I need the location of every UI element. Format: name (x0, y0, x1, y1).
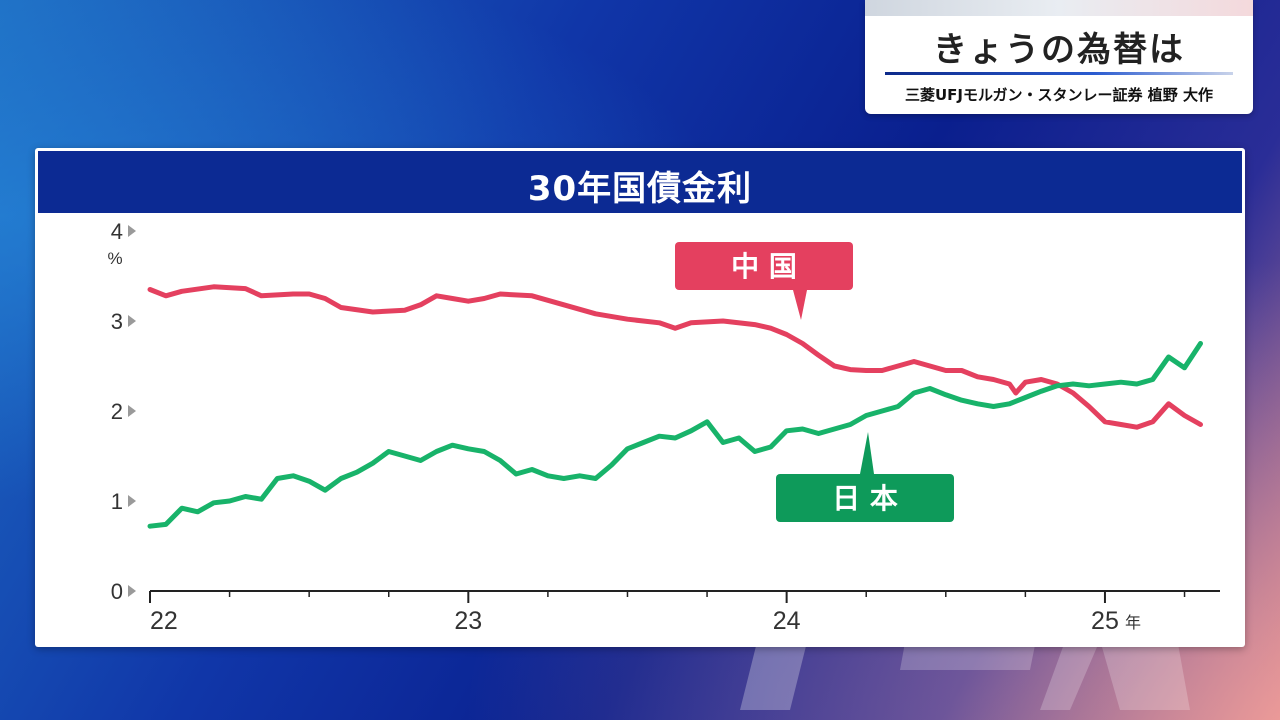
caption-topbar (865, 0, 1253, 16)
y-axis-unit: % (107, 249, 122, 268)
chart-panel: 0 1 2 3 4% 22 23 24 25 年中 国日 本 30年国債金利 (35, 148, 1245, 647)
y-tick-label: 3 (111, 309, 123, 334)
china-label-text: 中 国 (731, 250, 797, 283)
program-caption: きょうの為替は 三菱UFJモルガン・スタンレー証券 植野 大作 (865, 0, 1253, 114)
y-tick-arrow (128, 495, 136, 507)
y-tick-label: 2 (111, 399, 123, 424)
x-tick-label: 24 (773, 607, 801, 635)
y-tick-arrow (128, 225, 136, 237)
chart-title: 30年国債金利 (527, 169, 753, 209)
japan-label-box (776, 474, 954, 522)
chart-header: 30年国債金利 (38, 151, 1242, 213)
japan-label-text: 日 本 (832, 482, 898, 515)
caption-title: きょうの為替は (933, 30, 1185, 70)
china-label-box (675, 242, 853, 290)
x-tick-label: 23 (454, 607, 482, 635)
china-label-pointer (793, 290, 807, 320)
y-tick-arrow (128, 315, 136, 327)
series-line-japan (147, 341, 1203, 529)
x-tick-unit: 年 (1125, 614, 1141, 632)
y-tick-arrow (128, 585, 136, 597)
y-tick-label: 1 (111, 489, 123, 514)
y-tick-label: 4 (111, 219, 123, 244)
caption-divider (885, 72, 1233, 75)
caption-subtitle: 三菱UFJモルガン・スタンレー証券 植野 大作 (904, 86, 1213, 104)
japan-label-pointer (860, 432, 874, 474)
y-tick-arrow (128, 405, 136, 417)
series-line-china (147, 284, 1203, 430)
x-tick-label: 22 (150, 607, 178, 635)
y-tick-label: 0 (111, 579, 123, 604)
x-tick-label: 25 (1091, 607, 1119, 635)
